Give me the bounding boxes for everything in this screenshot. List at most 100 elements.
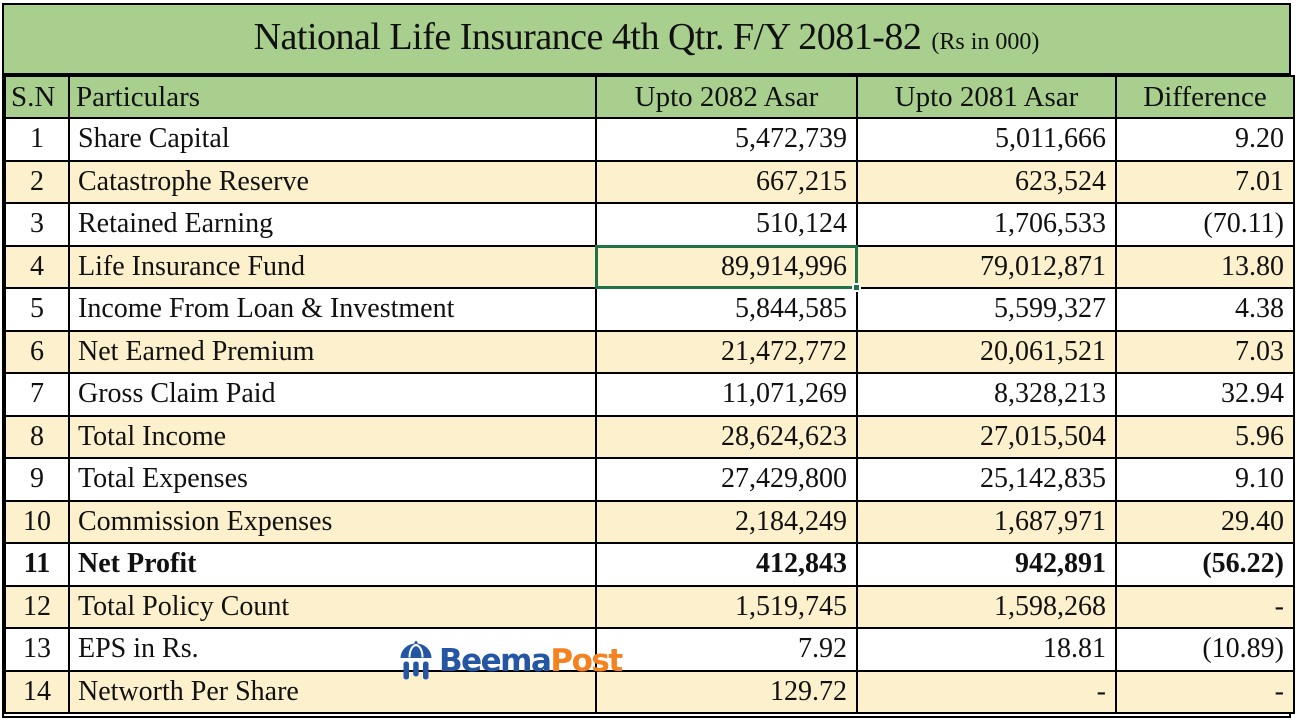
particulars-cell[interactable]: Share Capital — [68, 117, 597, 162]
row-number-cell[interactable]: 9 — [4, 457, 70, 502]
value-upto-2082-cell[interactable]: 5,472,739 — [595, 117, 858, 162]
difference-cell[interactable]: 7.03 — [1115, 329, 1295, 374]
value-upto-2082-cell[interactable]: 11,071,269 — [595, 372, 858, 417]
difference-cell[interactable]: 9.10 — [1115, 457, 1295, 502]
particulars-cell[interactable]: Commission Expenses — [68, 499, 597, 544]
table-title: National Life Insurance 4th Qtr. F/Y 208… — [253, 16, 922, 58]
logo-text-beema: Beema — [439, 642, 552, 679]
particulars-cell[interactable]: Catastrophe Reserve — [68, 159, 597, 204]
value-upto-2081-cell[interactable]: 20,061,521 — [856, 329, 1117, 374]
particulars-cell[interactable]: Income From Loan & Investment — [68, 287, 597, 332]
value-upto-2082-cell[interactable]: 28,624,623 — [595, 414, 858, 459]
header-row: S.N Particulars Upto 2082 Asar Upto 2081… — [4, 75, 1295, 119]
row-number-cell[interactable]: 11 — [4, 542, 70, 587]
particulars-cell[interactable]: Life Insurance Fund — [68, 244, 597, 289]
value-upto-2081-cell[interactable]: 25,142,835 — [856, 457, 1117, 502]
value-upto-2082-cell[interactable]: 1,519,745 — [595, 584, 858, 629]
difference-cell[interactable]: 29.40 — [1115, 499, 1295, 544]
particulars-cell[interactable]: Gross Claim Paid — [68, 372, 597, 417]
logo-text-post: Post — [550, 642, 623, 679]
difference-cell[interactable]: 32.94 — [1115, 372, 1295, 417]
value-upto-2081-cell[interactable]: 1,687,971 — [856, 499, 1117, 544]
table-row: 3 Retained Earning 510,124 1,706,533 (70.11) — [4, 202, 1295, 247]
difference-cell[interactable]: (56.22) — [1115, 542, 1295, 587]
difference-cell[interactable]: 9.20 — [1115, 117, 1295, 162]
difference-cell[interactable]: - — [1115, 584, 1295, 629]
value-upto-2081-cell[interactable]: 8,328,213 — [856, 372, 1117, 417]
difference-cell[interactable]: 4.38 — [1115, 287, 1295, 332]
value-upto-2082-cell[interactable]: 7.92 — [595, 627, 858, 672]
particulars-cell[interactable]: Retained Earning — [68, 202, 597, 247]
column-header-difference[interactable]: Difference — [1115, 75, 1295, 119]
particulars-cell[interactable]: Total Income — [68, 414, 597, 459]
value-upto-2082-cell[interactable]: 510,124 — [595, 202, 858, 247]
value-upto-2082-cell[interactable]: 667,215 — [595, 159, 858, 204]
table-row: 12 Total Policy Count 1,519,745 1,598,268- — [4, 584, 1295, 629]
value-upto-2082-cell[interactable]: 21,472,772 — [595, 329, 858, 374]
column-header-upto-2081[interactable]: Upto 2081 Asar — [856, 75, 1117, 119]
table-row: 9 Total Expenses 27,429,800 25,142,835 9.10 — [4, 457, 1295, 502]
particulars-cell[interactable]: Net Profit — [68, 542, 597, 587]
difference-cell[interactable]: 5.96 — [1115, 414, 1295, 459]
table-row: 11 Net Profit 412,843 942,891 (56.22) — [4, 542, 1295, 587]
value-upto-2081-cell[interactable]: 27,015,504 — [856, 414, 1117, 459]
column-header-upto-2082[interactable]: Upto 2082 Asar — [595, 75, 858, 119]
row-number-cell[interactable]: 3 — [4, 202, 70, 247]
table-title-bar: National Life Insurance 4th Qtr. F/Y 208… — [4, 5, 1289, 75]
value-upto-2082-cell[interactable]: 2,184,249 — [595, 499, 858, 544]
row-number-cell[interactable]: 14 — [4, 669, 70, 714]
value-upto-2082-cell[interactable]: 27,429,800 — [595, 457, 858, 502]
value-upto-2081-cell[interactable]: 18.81 — [856, 627, 1117, 672]
table-row: 10 Commission Expenses 2,184,249 1,687,971 2… — [4, 499, 1295, 544]
row-number-cell[interactable]: 7 — [4, 372, 70, 417]
table-row: 13 EPS in Rs. 7.92 18.81 (10.89) — [4, 627, 1295, 672]
selected-cell[interactable]: 89,914,996 — [595, 244, 861, 292]
particulars-cell[interactable]: EPS in Rs. — [68, 627, 597, 672]
row-number-cell[interactable]: 8 — [4, 414, 70, 459]
row-number-cell[interactable]: 6 — [4, 329, 70, 374]
particulars-cell[interactable]: Total Expenses — [68, 457, 597, 502]
financials-table: S.N Particulars Upto 2082 Asar Upto 2081… — [4, 75, 1295, 714]
value-upto-2082-cell[interactable]: 412,843 — [595, 542, 858, 587]
column-header-particulars[interactable]: Particulars — [68, 75, 597, 119]
value-upto-2081-cell[interactable]: 79,012,871 — [856, 244, 1117, 289]
table-row: 4 Life Insurance Fund 89,914,996 79,012,871… — [4, 244, 1295, 292]
umbrella-columns-icon — [400, 641, 432, 680]
particulars-cell[interactable]: Networth Per Share — [68, 669, 597, 714]
column-header-sn[interactable]: S.N — [4, 75, 70, 119]
title-unit-note: (Rs in 000) — [931, 29, 1040, 55]
row-number-cell[interactable]: 2 — [4, 159, 70, 204]
difference-cell[interactable]: (10.89) — [1115, 627, 1295, 672]
value-upto-2081-cell[interactable]: 623,524 — [856, 159, 1117, 204]
row-number-cell[interactable]: 1 — [4, 117, 70, 162]
table-body: 1 Share Capital 5,472,739 5,011,666 9.20 2 Cat… — [4, 117, 1295, 714]
row-number-cell[interactable]: 5 — [4, 287, 70, 332]
value-upto-2081-cell[interactable]: 5,011,666 — [856, 117, 1117, 162]
difference-cell[interactable]: (70.11) — [1115, 202, 1295, 247]
difference-cell[interactable]: - — [1115, 669, 1295, 714]
table-row: 7 Gross Claim Paid 11,071,269 8,328,213 32.9… — [4, 372, 1295, 417]
value-upto-2081-cell[interactable]: 5,599,327 — [856, 287, 1117, 332]
table-row: 14 Networth Per Share 129.72- - — [4, 669, 1295, 714]
particulars-cell[interactable]: Total Policy Count — [68, 584, 597, 629]
difference-cell[interactable]: 7.01 — [1115, 159, 1295, 204]
value-upto-2081-cell[interactable]: 1,706,533 — [856, 202, 1117, 247]
table-row: 5 Income From Loan & Investment 5,844,585 5… — [4, 287, 1295, 332]
table-row: 2 Catastrophe Reserve 667,215 623,524 7.01 — [4, 159, 1295, 204]
value-upto-2081-cell[interactable]: - — [856, 669, 1117, 714]
row-number-cell[interactable]: 13 — [4, 627, 70, 672]
value-upto-2081-cell[interactable]: 942,891 — [856, 542, 1117, 587]
value-upto-2082-cell[interactable]: 5,844,585 — [595, 287, 858, 332]
difference-cell[interactable]: 13.80 — [1115, 244, 1295, 289]
value-upto-2081-cell[interactable]: 1,598,268 — [856, 584, 1117, 629]
table-row: 6 Net Earned Premium 21,472,772 20,061,521 7… — [4, 329, 1295, 374]
table-row: 8 Total Income 28,624,623 27,015,504 5.96 — [4, 414, 1295, 459]
value-upto-2082-cell[interactable]: 129.72 — [595, 669, 858, 714]
table-row: 1 Share Capital 5,472,739 5,011,666 9.20 — [4, 117, 1295, 162]
particulars-cell[interactable]: Net Earned Premium — [68, 329, 597, 374]
beemapost-logo: BeemaPost — [398, 639, 623, 683]
selection-fill-handle[interactable] — [852, 283, 861, 292]
row-number-cell[interactable]: 12 — [4, 584, 70, 629]
row-number-cell[interactable]: 10 — [4, 499, 70, 544]
row-number-cell[interactable]: 4 — [4, 244, 70, 289]
